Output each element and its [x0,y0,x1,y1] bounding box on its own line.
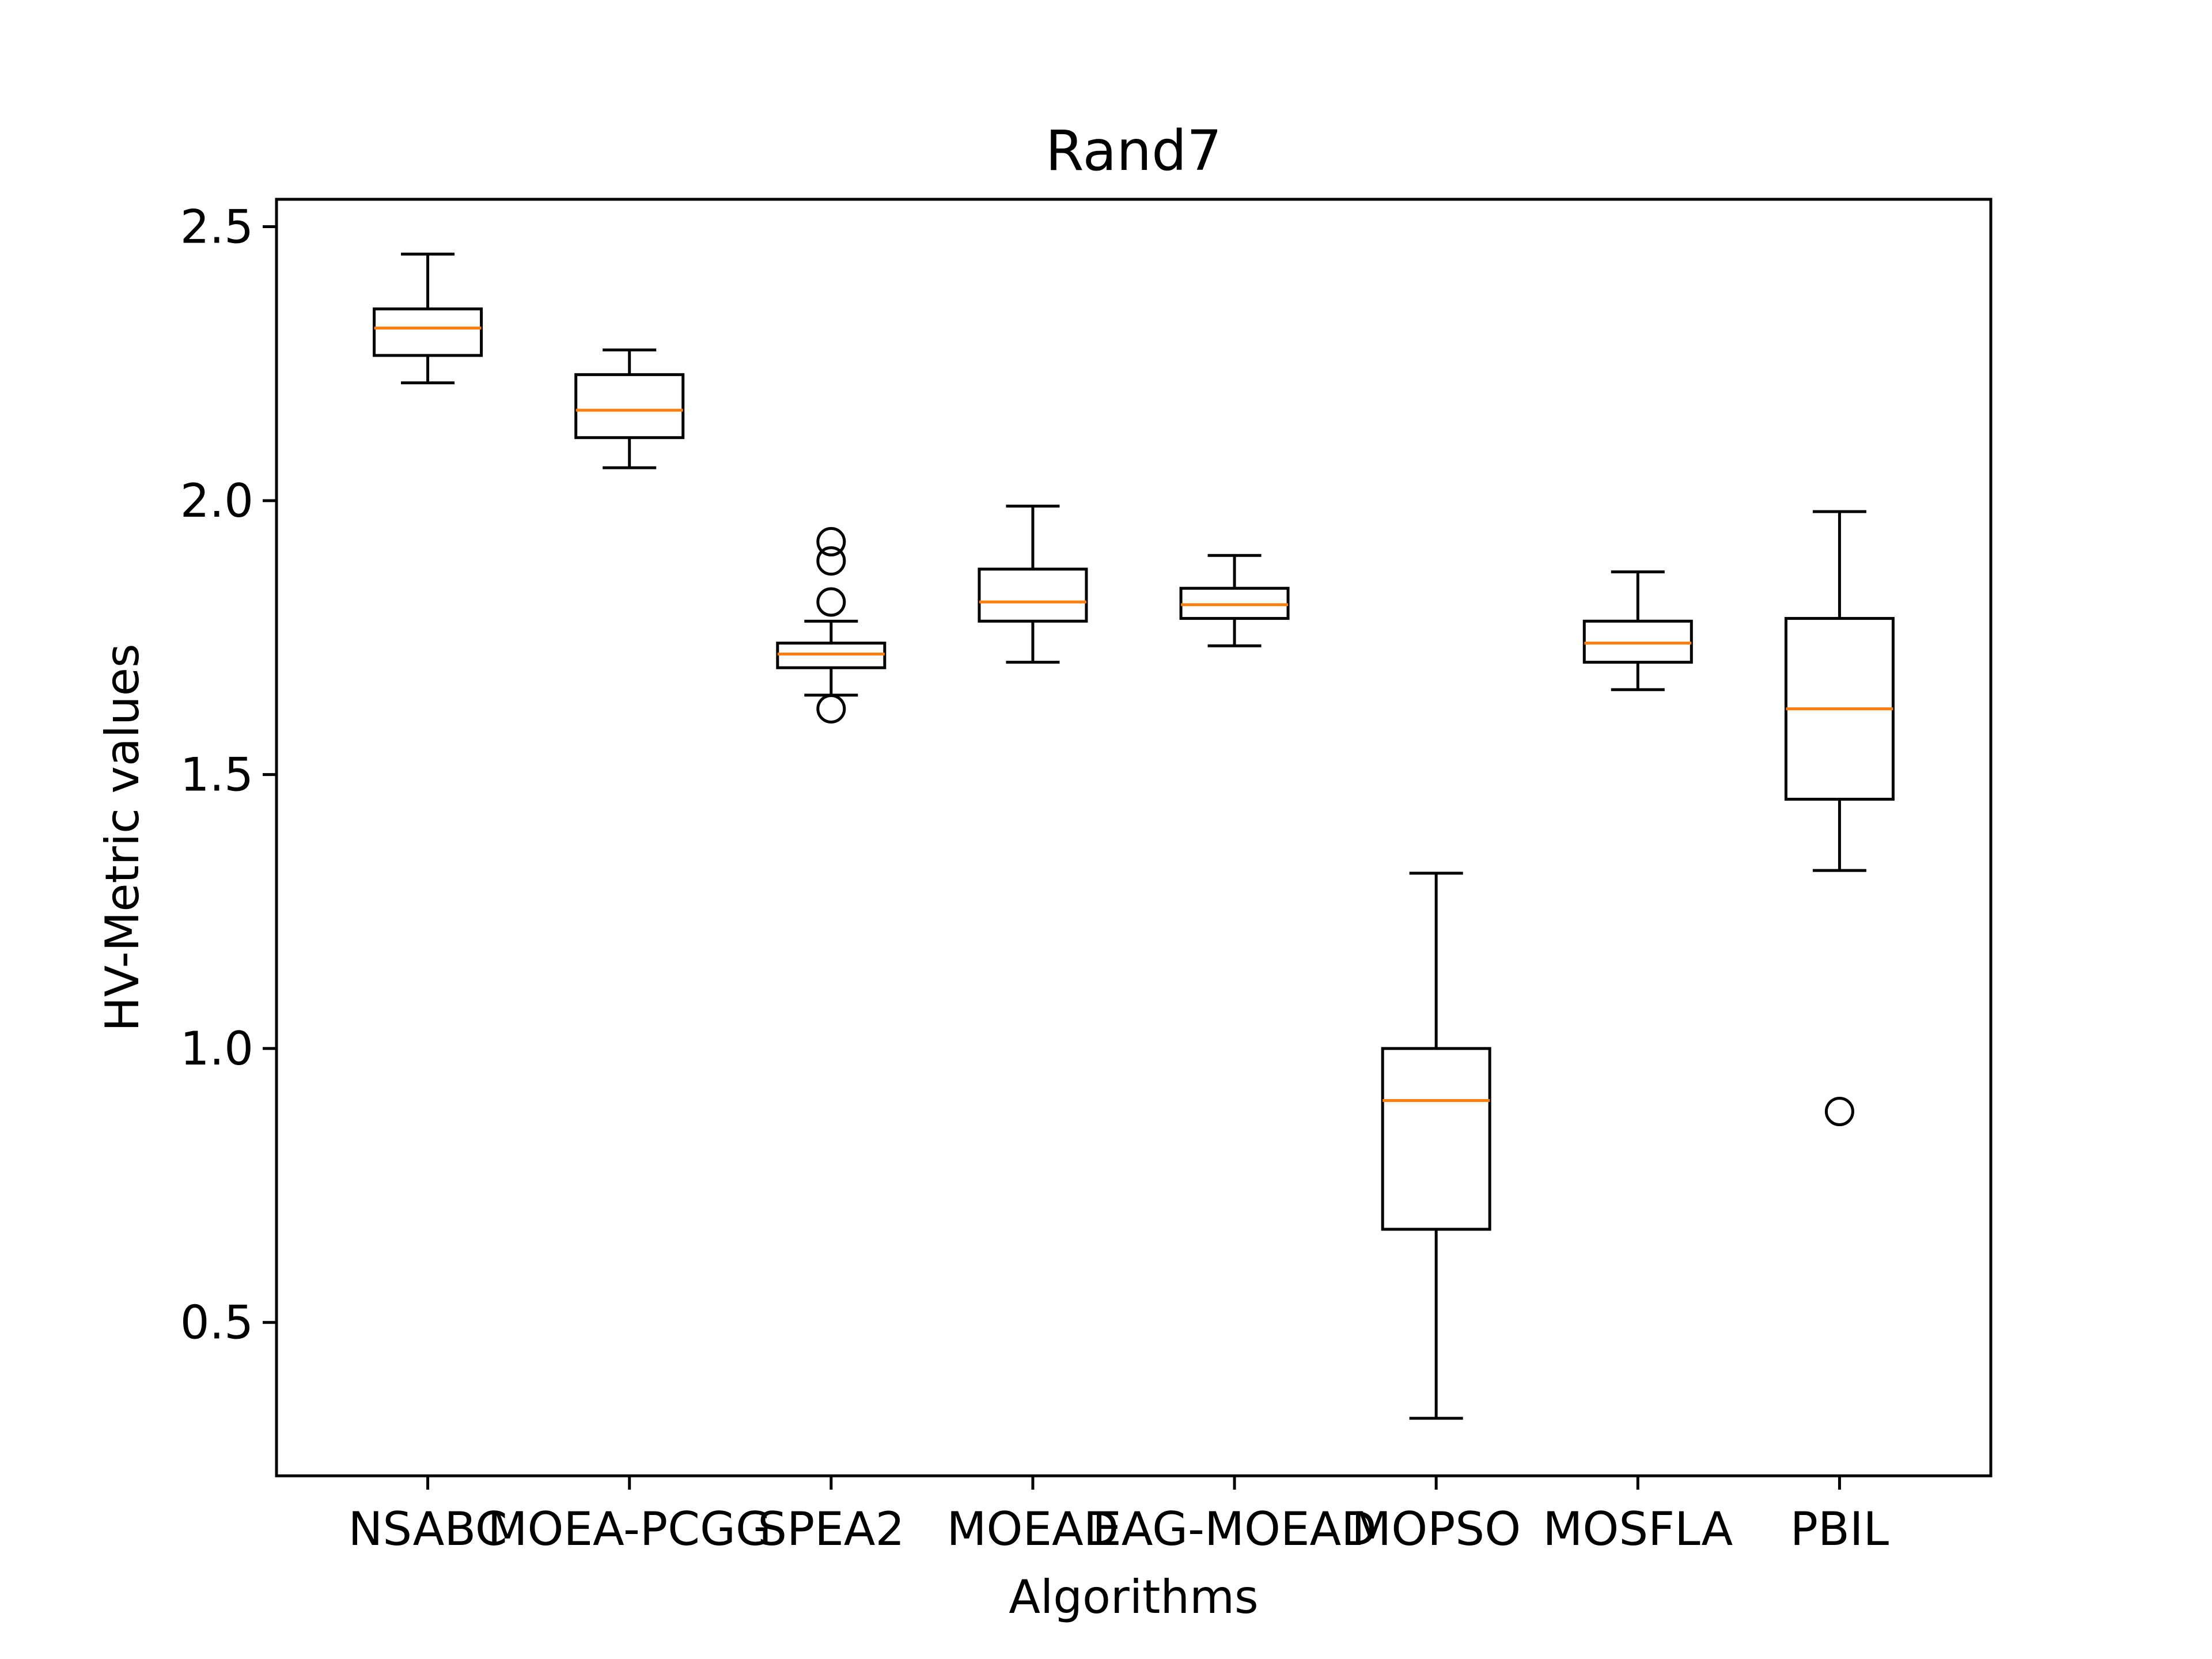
y-tick-label: 1.0 [180,1022,253,1075]
outlier-point [816,587,846,617]
y-axis-label: HV-Metric values [96,643,149,1031]
x-tick-label: MOEA-PCGG [487,1502,771,1556]
outlier-point [816,527,846,556]
axes-frame [275,198,1993,1478]
x-tick-label: SPEA2 [757,1502,904,1556]
outlier-point [816,546,846,576]
box-iqr [373,307,483,357]
x-tick-label: MOSFLA [1543,1502,1733,1556]
x-axis-label: Algorithms [1009,1570,1258,1624]
x-tick-label: MOEAD [947,1502,1119,1556]
outlier-point [816,694,846,724]
y-tick-label: 1.5 [180,748,253,802]
y-tick-label: 2.5 [180,200,253,254]
chart-title: Rand7 [1046,119,1222,183]
x-tick-label: NSABC [349,1502,507,1556]
box-iqr [1381,1047,1491,1231]
outlier-point [1824,1097,1854,1127]
x-tick-label: EAG-MOEAD [1092,1502,1377,1556]
y-tick-label: 0.5 [180,1296,253,1350]
box-iqr [574,373,685,440]
y-tick-label: 2.0 [180,474,253,528]
box-iqr [978,567,1088,623]
x-tick-label: MOPSO [1351,1502,1521,1556]
x-tick-label: PBIL [1790,1502,1889,1556]
